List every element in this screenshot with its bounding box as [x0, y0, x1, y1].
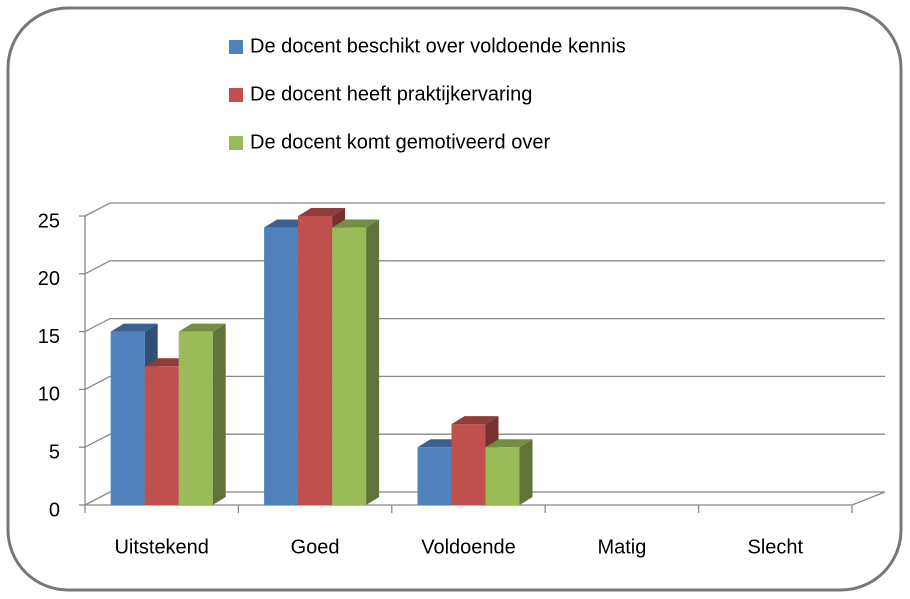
- grid-line: [84, 491, 885, 506]
- y-tick-label: 0: [49, 499, 60, 521]
- bar-top: [298, 208, 346, 216]
- bar-top: [451, 416, 499, 425]
- legend-label: De docent komt gemotiveerd over: [250, 131, 550, 153]
- legend-swatch: [229, 40, 243, 54]
- x-tick-label: Uitstekend: [114, 536, 209, 558]
- bar-top: [178, 323, 226, 332]
- grid-line: [84, 375, 885, 390]
- legend-swatch: [229, 136, 243, 150]
- bar-front: [144, 366, 179, 505]
- bar-front: [178, 331, 213, 505]
- bar: [332, 219, 380, 505]
- bar-front: [332, 227, 367, 505]
- y-tick-label: 15: [38, 326, 60, 348]
- bar-side: [212, 323, 226, 505]
- chart-frame: [6, 6, 903, 592]
- bar-front: [417, 447, 452, 505]
- bar-front: [264, 227, 299, 505]
- x-tick-label: Voldoende: [421, 536, 516, 558]
- y-tick-label: 10: [38, 384, 60, 406]
- bar-side: [366, 219, 380, 505]
- bar-front: [298, 216, 333, 505]
- bar-top: [110, 323, 158, 332]
- bar-side: [519, 439, 533, 505]
- bar-top: [485, 439, 533, 448]
- bar-top: [332, 219, 380, 228]
- legend-label: De docent beschikt over voldoende kennis: [250, 35, 626, 57]
- y-tick-label: 25: [38, 210, 60, 232]
- grid-line: [84, 433, 885, 448]
- grid-line: [84, 260, 885, 275]
- x-tick-label: Slecht: [748, 536, 804, 558]
- x-tick-label: Matig: [597, 536, 646, 558]
- bar-front: [451, 424, 486, 505]
- legend-label: De docent heeft praktijkervaring: [250, 83, 532, 105]
- grid-line: [84, 202, 885, 217]
- bar-front: [485, 447, 520, 505]
- y-tick-label: 5: [49, 441, 60, 463]
- bar: [485, 439, 533, 505]
- grid-line: [84, 317, 885, 333]
- bar: [178, 323, 226, 505]
- bar-front: [110, 331, 145, 505]
- legend-swatch: [229, 88, 243, 102]
- y-tick-label: 20: [38, 268, 60, 290]
- x-tick-label: Goed: [291, 536, 340, 558]
